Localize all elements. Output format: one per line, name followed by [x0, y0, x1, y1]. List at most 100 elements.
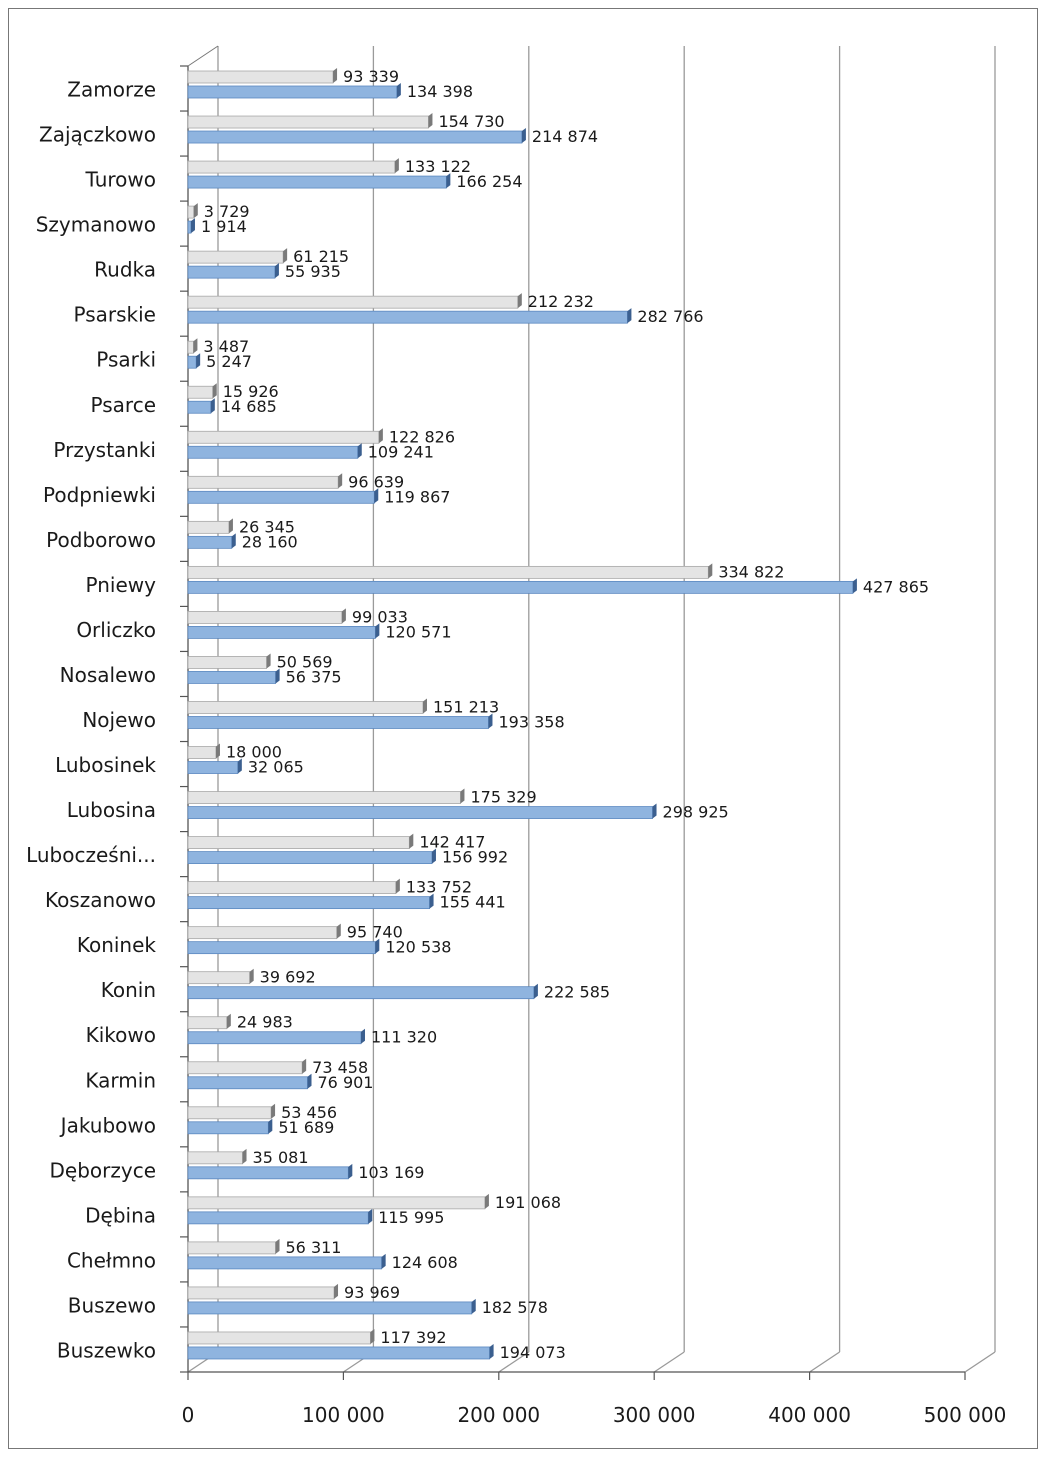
category-label: Psarskie	[74, 303, 156, 327]
bar	[187, 836, 410, 849]
data-label: 61 215	[293, 247, 349, 266]
bar-side	[268, 1118, 273, 1134]
bar-side	[394, 158, 399, 174]
category-label: Podpniewki	[43, 483, 156, 507]
bar	[187, 611, 343, 624]
bar	[187, 761, 239, 774]
data-label: 334 822	[718, 562, 784, 581]
category-label: Lubosina	[67, 798, 156, 822]
bar-side	[422, 698, 427, 714]
data-label: 222 585	[544, 983, 610, 1002]
bar-side	[338, 473, 343, 489]
data-label: 119 867	[384, 487, 450, 506]
bar	[187, 986, 535, 1000]
bar	[187, 1106, 272, 1120]
bar	[187, 1286, 335, 1300]
category-label: Kikowo	[86, 1023, 156, 1047]
category-label: Buszewo	[68, 1293, 156, 1317]
bar	[187, 1031, 362, 1045]
bar-side	[341, 608, 346, 624]
data-label: 191 068	[495, 1193, 561, 1212]
bar-side	[368, 1208, 373, 1224]
data-label: 142 417	[419, 833, 485, 852]
bar-side	[378, 428, 383, 444]
floor-gridline	[498, 1351, 530, 1373]
category-label: Buszewko	[57, 1338, 156, 1362]
bar	[187, 475, 339, 489]
bar	[187, 220, 192, 234]
category-label: Chełmno	[67, 1248, 156, 1272]
bar	[187, 701, 424, 714]
category-label: Lubosinek	[55, 753, 156, 777]
bar-side	[242, 1148, 247, 1164]
bar	[187, 851, 433, 864]
bar	[187, 971, 251, 985]
bar-side	[488, 713, 493, 729]
bar-side	[271, 1103, 276, 1119]
bar-side	[237, 758, 242, 774]
data-label: 156 992	[442, 848, 508, 867]
data-label: 96 639	[348, 472, 404, 491]
bar	[187, 1211, 369, 1225]
data-label: 115 995	[378, 1208, 444, 1227]
data-label: 122 826	[389, 427, 455, 446]
data-label: 120 538	[385, 938, 451, 957]
bar	[187, 1061, 303, 1075]
data-label: 51 689	[278, 1118, 334, 1137]
category-label: Przystanki	[53, 438, 156, 462]
bar	[187, 565, 709, 579]
bar-side	[215, 743, 220, 759]
bar-side	[266, 653, 271, 669]
bar-side	[190, 218, 195, 234]
bar	[187, 656, 267, 669]
category-label: Nojewo	[82, 708, 156, 732]
floor-gridline	[653, 1351, 685, 1373]
data-label: 282 766	[637, 307, 703, 326]
bar-side	[228, 518, 233, 534]
data-label: 134 398	[407, 82, 473, 101]
data-label: 35 081	[253, 1148, 309, 1167]
bar-side	[357, 443, 362, 459]
bar-side	[533, 983, 538, 999]
bar	[187, 1076, 308, 1090]
bar	[187, 791, 461, 804]
bar-side	[212, 383, 217, 399]
data-label: 56 375	[286, 667, 342, 686]
data-label: 120 571	[385, 622, 451, 641]
data-label: 93 339	[343, 67, 399, 86]
bar	[187, 626, 376, 639]
bar-side	[275, 668, 280, 684]
bar	[187, 1241, 276, 1255]
bar-side	[375, 623, 380, 639]
bar-side	[471, 1298, 476, 1314]
bar	[187, 295, 519, 309]
data-label: 39 692	[260, 968, 316, 987]
bar	[187, 671, 277, 684]
bar	[187, 250, 284, 264]
data-label: 133 752	[406, 878, 472, 897]
bar	[187, 896, 430, 910]
bar-side	[307, 1073, 312, 1089]
data-label: 182 578	[482, 1298, 548, 1317]
category-label: Szymanowo	[36, 213, 156, 237]
data-label: 214 874	[532, 127, 598, 146]
bar	[187, 1301, 473, 1315]
bar	[187, 941, 376, 955]
bar	[187, 746, 217, 759]
data-label: 73 458	[312, 1058, 368, 1077]
category-label: Psarki	[96, 348, 156, 372]
bar	[187, 85, 398, 99]
data-label: 93 969	[344, 1283, 400, 1302]
category-label: Dębina	[85, 1203, 156, 1227]
category-label: Pniewy	[86, 573, 157, 597]
bar-side	[521, 128, 526, 144]
bar	[187, 881, 397, 895]
bar-side	[409, 833, 414, 849]
bar	[187, 1331, 371, 1345]
data-label: 18 000	[226, 743, 282, 762]
bar-side	[360, 1028, 365, 1044]
category-label: Rudka	[94, 258, 156, 282]
data-label: 14 685	[221, 397, 277, 416]
data-label: 124 608	[392, 1253, 458, 1272]
x-tick-label: 300 000	[613, 1403, 696, 1427]
